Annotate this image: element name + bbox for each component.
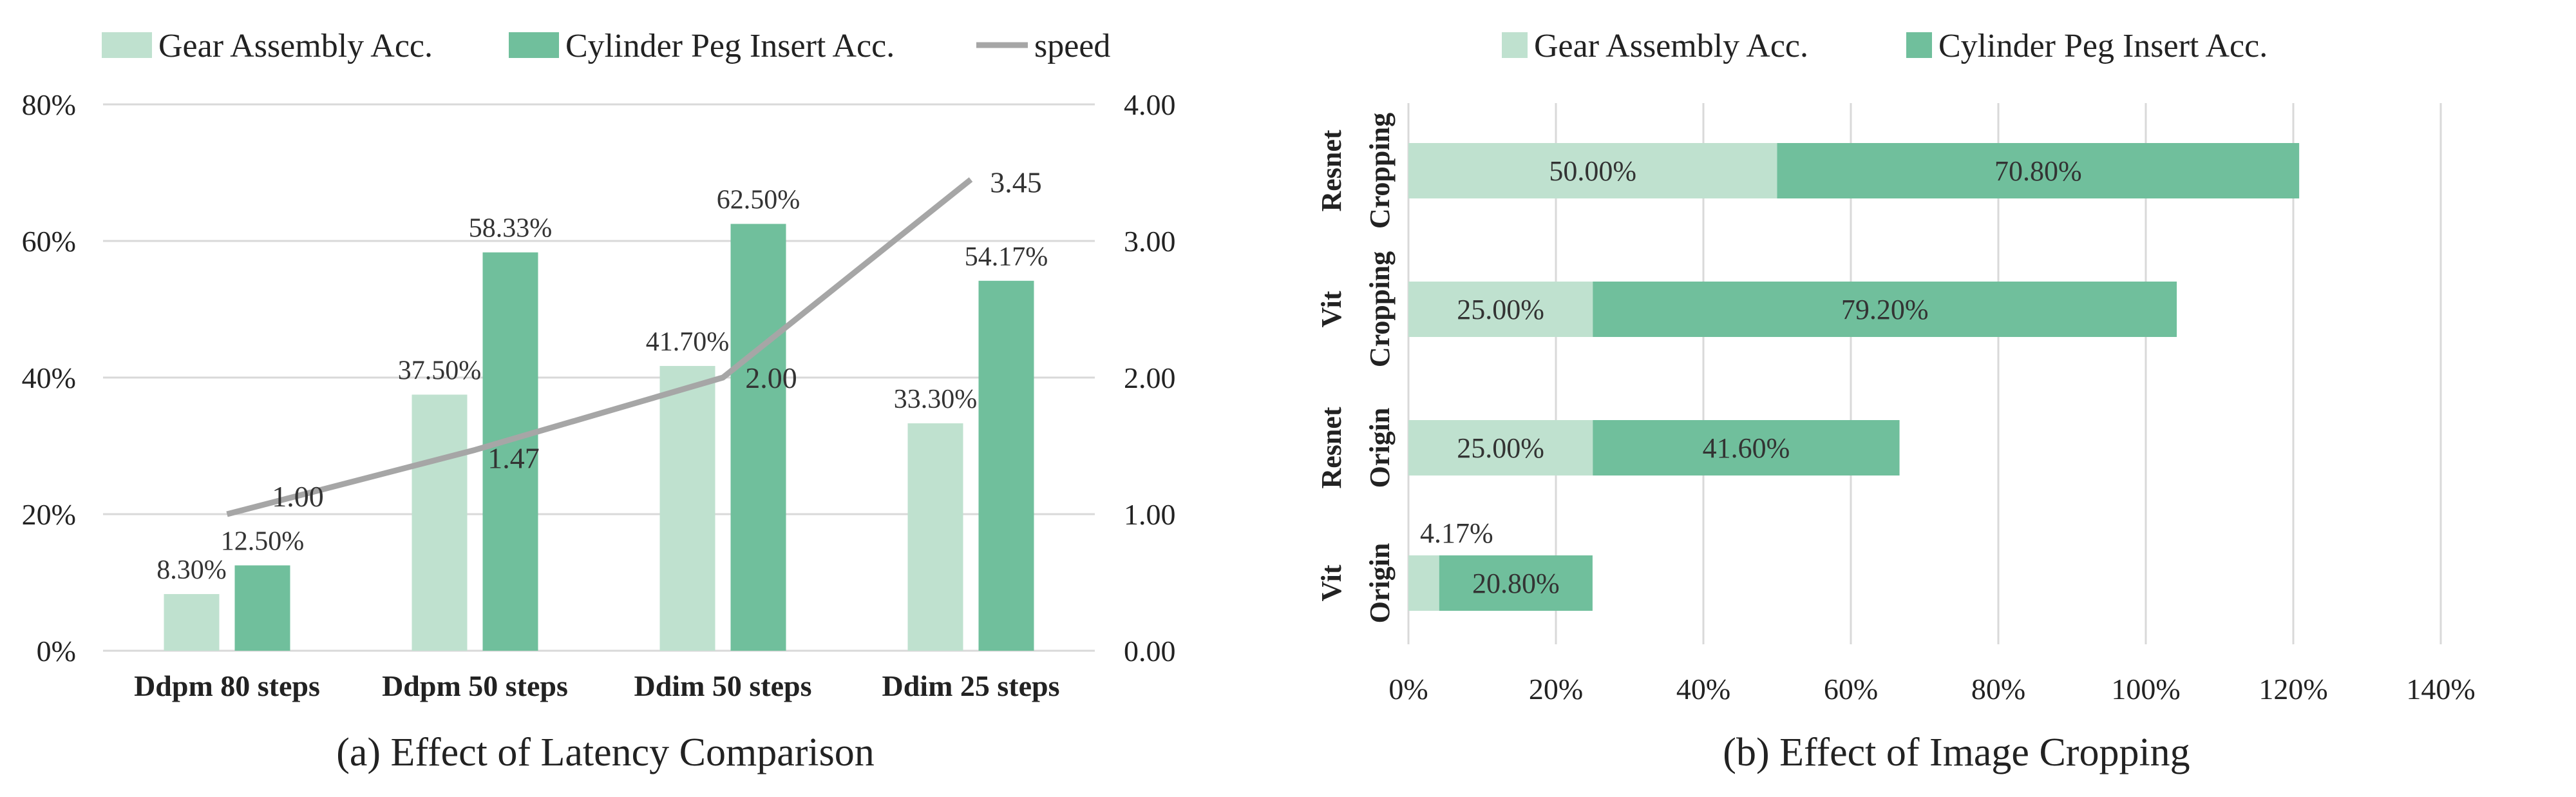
legend-swatch-gear — [1502, 32, 1528, 58]
legend-swatch-cylinder — [509, 32, 559, 58]
x-tick-label: 0% — [1388, 673, 1428, 706]
legend-label: Cylinder Peg Insert Acc. — [1938, 28, 2268, 64]
y-tick-label: 20% — [22, 498, 76, 531]
bar-gear-assembly — [1408, 143, 1777, 198]
y-category-label: Cropping — [1364, 113, 1396, 229]
legend-label: Gear Assembly Acc. — [1534, 28, 1808, 64]
x-tick-label: 140% — [2406, 673, 2475, 706]
x-tick-label: Ddpm 50 steps — [382, 669, 568, 702]
data-label: 70.80% — [1994, 155, 2082, 187]
bar-gear-assembly — [164, 594, 220, 651]
y2-tick-label: 4.00 — [1124, 88, 1176, 121]
legend-label: Cylinder Peg Insert Acc. — [565, 28, 895, 64]
legend-label: Gear Assembly Acc. — [158, 28, 433, 64]
bar-gear-assembly — [907, 423, 963, 651]
bar-cylinder-peg — [1777, 143, 2300, 198]
legend-label: speed — [1034, 28, 1110, 64]
y-tick-label: 40% — [22, 361, 76, 394]
speed-label: 1.00 — [272, 480, 324, 513]
bar-gear-assembly — [1408, 555, 1439, 611]
y-category-label: Origin — [1364, 543, 1396, 624]
y2-tick-label: 1.00 — [1124, 498, 1176, 531]
bar-gear-assembly — [1408, 282, 1593, 337]
y-tick-label: 60% — [22, 225, 76, 258]
y2-tick-label: 3.00 — [1124, 225, 1176, 258]
data-label: 37.50% — [398, 356, 482, 386]
caption-latency: (a) Effect of Latency Comparison — [336, 731, 875, 774]
speed-line — [226, 177, 973, 517]
y-category-label: Resnet — [1316, 130, 1347, 211]
speed-label: 2.00 — [745, 361, 797, 394]
bar-gear-assembly — [412, 394, 468, 651]
bar-gear-assembly — [1408, 420, 1593, 475]
y2-tick-label: 0.00 — [1124, 635, 1176, 667]
data-label: 33.30% — [894, 385, 978, 414]
y2-tick-label: 2.00 — [1124, 361, 1176, 394]
y-category-label: Vit — [1316, 291, 1347, 327]
x-tick-label: Ddim 25 steps — [882, 669, 1059, 702]
data-label: 25.00% — [1457, 294, 1544, 325]
data-label: 54.17% — [965, 242, 1048, 272]
bar-cylinder-peg — [1593, 282, 2177, 337]
data-label: 41.60% — [1703, 432, 1790, 464]
data-label: 58.33% — [469, 214, 553, 244]
y-category-label: Origin — [1364, 408, 1396, 488]
x-tick-label: 20% — [1529, 673, 1583, 706]
data-label: 62.50% — [717, 186, 800, 215]
bar-gear-assembly — [659, 365, 715, 651]
y-category-label: Cropping — [1364, 251, 1396, 367]
speed-label: 3.45 — [990, 166, 1042, 199]
data-label: 12.50% — [221, 527, 305, 557]
x-tick-label: 60% — [1824, 673, 1878, 706]
y-category-label: Vit — [1316, 564, 1347, 601]
x-tick-label: Ddpm 80 steps — [134, 669, 320, 702]
speed-label: 1.47 — [488, 441, 540, 474]
data-label: 41.70% — [646, 327, 730, 357]
data-label: 50.00% — [1549, 155, 1636, 187]
x-tick-label: 100% — [2111, 673, 2180, 706]
data-label: 20.80% — [1472, 568, 1560, 599]
legend-swatch-cylinder — [1906, 32, 1932, 58]
caption-cropping: (b) Effect of Image Cropping — [1723, 731, 2190, 774]
chart-image-cropping: 0% 20% 40% 60% 80% 100% 120% 140% 50.00% 70.80% Re… — [1316, 28, 2476, 706]
data-label: 79.20% — [1841, 294, 1929, 325]
x-tick-label: 40% — [1676, 673, 1730, 706]
data-label: 25.00% — [1457, 432, 1544, 464]
y-tick-label: 0% — [37, 635, 76, 667]
bar-cylinder-peg — [234, 565, 290, 651]
x-tick-label: 80% — [1971, 673, 2025, 706]
bar-cylinder-peg — [730, 224, 786, 651]
x-tick-label: Ddim 50 steps — [634, 669, 811, 702]
y-tick-label: 80% — [22, 88, 76, 121]
y-category-label: Resnet — [1316, 407, 1347, 488]
data-label: 8.30% — [156, 555, 227, 585]
legend-swatch-gear — [102, 32, 152, 58]
bar-cylinder-peg — [1439, 555, 1593, 611]
bar-cylinder-peg — [978, 280, 1034, 651]
bar-cylinder-peg — [482, 252, 538, 651]
bar-cylinder-peg — [1593, 420, 1900, 475]
data-label: 4.17% — [1420, 517, 1493, 549]
x-tick-label: 120% — [2259, 673, 2327, 706]
